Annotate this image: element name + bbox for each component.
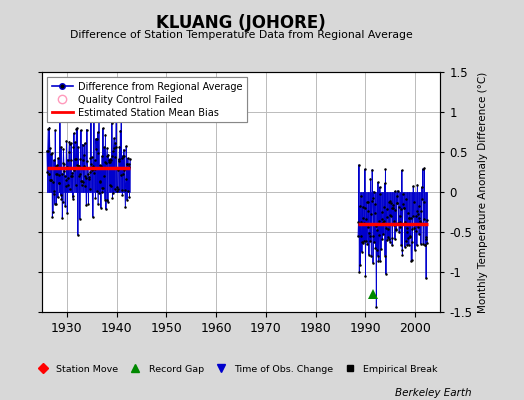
Legend: Difference from Regional Average, Quality Control Failed, Estimated Station Mean: Difference from Regional Average, Qualit…: [47, 77, 247, 122]
Text: Difference of Station Temperature Data from Regional Average: Difference of Station Temperature Data f…: [70, 30, 412, 40]
Text: Berkeley Earth: Berkeley Earth: [395, 388, 472, 398]
Y-axis label: Monthly Temperature Anomaly Difference (°C): Monthly Temperature Anomaly Difference (…: [478, 71, 488, 313]
Legend: Station Move, Record Gap, Time of Obs. Change, Empirical Break: Station Move, Record Gap, Time of Obs. C…: [31, 362, 441, 376]
Text: KLUANG (JOHORE): KLUANG (JOHORE): [156, 14, 326, 32]
